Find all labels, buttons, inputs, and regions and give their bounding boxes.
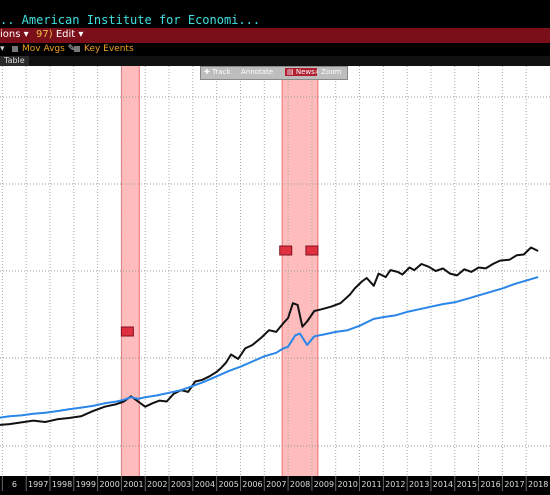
floating-toolbar: ✚ Track Annotate ▤ News ⌕ Zoom (200, 66, 348, 80)
chart-toolbar: ▾ Mov Avgs ✎ Key Events (0, 43, 550, 56)
x-tick-label: 1999 (76, 480, 96, 489)
track-button[interactable]: ✚ Track (204, 68, 230, 76)
event-marker[interactable] (120, 326, 134, 337)
window-title: .. American Institute for Economi... (0, 13, 261, 27)
x-axis-svg: 6 1997 1998 1999 2000 2001 2002 2003 2004 2005 200… (1, 476, 548, 491)
x-tick-label: 2003 (171, 480, 191, 489)
caret-down-icon: ▾ (78, 29, 84, 40)
mov-avgs-toggle[interactable]: Mov Avgs ✎ (12, 44, 75, 54)
x-tick-label: 2017 (504, 480, 524, 489)
zoom-button[interactable]: ⌕ Zoom (315, 68, 341, 77)
key-events-label: Key Events (84, 44, 134, 54)
plus-icon: ✚ (204, 68, 210, 76)
annotate-label: Annotate (241, 68, 274, 76)
annotate-button[interactable]: Annotate (241, 68, 273, 76)
x-tick-label: 2002 (147, 480, 167, 489)
series-line-black (0, 246, 539, 426)
x-axis: 6 1997 1998 1999 2000 2001 2002 2003 2004 2005 200… (0, 476, 550, 491)
x-tick-label: 2012 (385, 480, 405, 489)
window-title-bar: .. American Institute for Economi... (0, 0, 550, 28)
x-tick-label: 2016 (480, 480, 500, 489)
pencil-icon: ✎ (67, 44, 76, 54)
tab-table[interactable]: Table (0, 56, 29, 66)
x-tick-label: 2013 (409, 480, 429, 489)
checkbox-icon (74, 45, 80, 52)
x-tick-label: 1997 (28, 480, 48, 489)
x-tick-label: 2000 (99, 480, 119, 489)
line-chart (0, 66, 550, 476)
x-tick-label: 2011 (361, 480, 381, 489)
caret-down-icon: ▾ (23, 29, 29, 40)
x-tick-label: 2010 (338, 480, 358, 489)
edit-menu[interactable]: 97) Edit ▾ (36, 29, 83, 40)
key-events-toggle[interactable]: Key Events (74, 44, 134, 54)
event-marker-flag (279, 245, 293, 256)
event-marker-flag (120, 326, 134, 337)
x-tick-label: 2005 (218, 480, 238, 489)
news-label: News (295, 68, 315, 76)
mov-avgs-label: Mov Avgs (22, 44, 65, 54)
x-tick-label: 2015 (457, 480, 477, 489)
news-icon: ▤ (287, 68, 294, 76)
x-tick-label: 2018 (528, 480, 548, 489)
edit-menu-label: Edit (55, 29, 76, 40)
track-label: Track (212, 68, 231, 76)
caret-down-icon: ▾ (0, 44, 5, 54)
x-tick-label: 2001 (123, 480, 143, 489)
zoom-label: Zoom (321, 68, 342, 76)
x-tick-label: 2006 (242, 480, 262, 489)
checkbox-icon (12, 45, 18, 52)
edit-menu-number: 97) (36, 29, 53, 40)
chart-area[interactable] (0, 66, 550, 476)
toolbar-caret[interactable]: ▾ (0, 44, 5, 54)
x-tick-label: 2007 (266, 480, 286, 489)
x-tick-label: 6 (12, 480, 17, 489)
news-button[interactable]: ▤ News (285, 68, 317, 76)
event-marker-flag (305, 245, 319, 256)
x-tick-label: 2009 (314, 480, 334, 489)
zoom-icon: ⌕ (315, 68, 319, 76)
x-tick-label: 2008 (290, 480, 310, 489)
x-tick-label: 2014 (433, 480, 453, 489)
actions-menu-label: ions (0, 29, 21, 40)
event-marker[interactable] (305, 245, 319, 256)
series-line-blue (0, 276, 539, 419)
recession-band (121, 66, 140, 476)
x-tick-label: 2004 (195, 480, 215, 489)
event-marker[interactable] (279, 245, 293, 256)
actions-menu[interactable]: ions ▾ (0, 29, 29, 40)
x-tick-label: 1998 (52, 480, 72, 489)
menu-bar: ions ▾ 97) Edit ▾ (0, 28, 550, 43)
